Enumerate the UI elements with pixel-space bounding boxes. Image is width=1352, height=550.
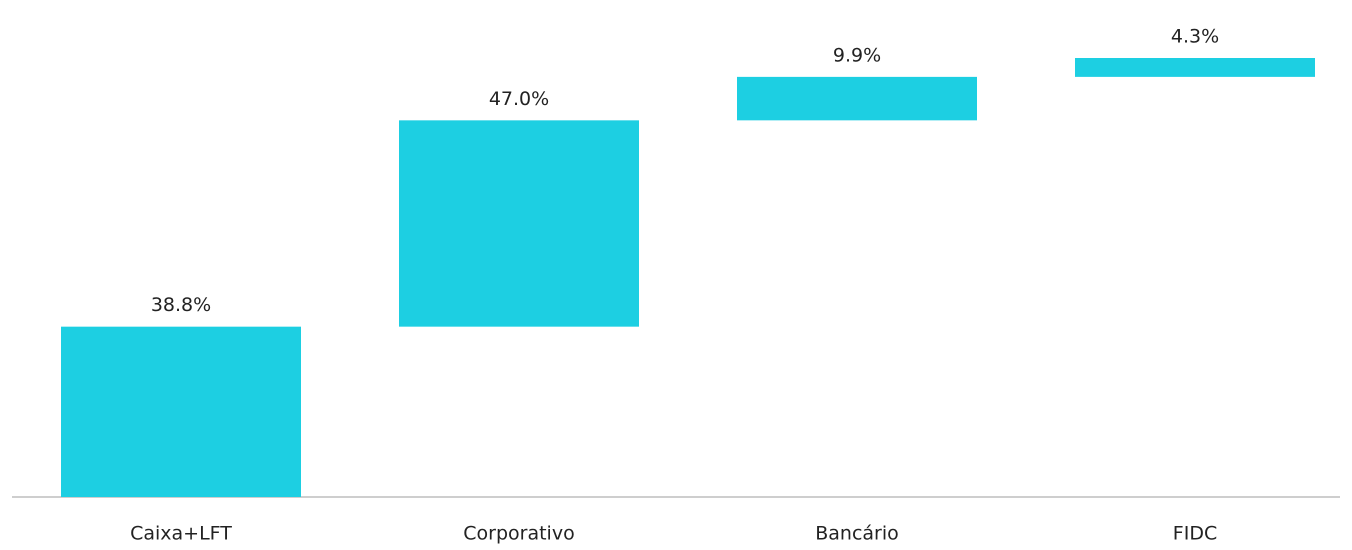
value-label: 47.0%	[489, 88, 549, 110]
x-tick-label: Caixa+LFT	[130, 523, 232, 545]
x-tick-label: Corporativo	[463, 523, 574, 545]
bar	[1075, 58, 1315, 77]
bar	[61, 326, 301, 497]
bar	[399, 120, 639, 327]
x-tick-label: FIDC	[1173, 523, 1217, 545]
x-tick-label: Bancário	[815, 523, 899, 545]
value-label: 4.3%	[1171, 26, 1219, 48]
bar	[737, 76, 977, 121]
value-label: 38.8%	[151, 294, 211, 316]
value-label: 9.9%	[833, 44, 881, 66]
